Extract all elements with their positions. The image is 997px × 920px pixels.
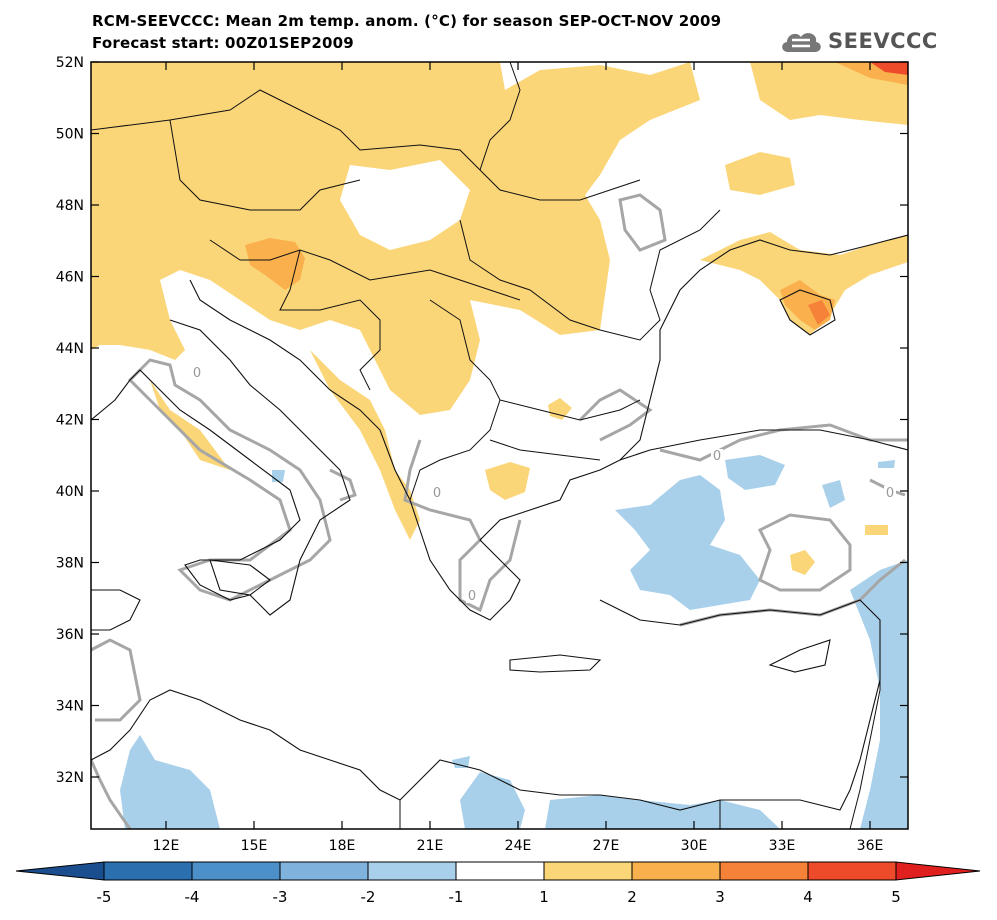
colorbar [15, 861, 981, 881]
colorbar-label: 1 [539, 888, 549, 906]
lon-label: 27E [593, 838, 620, 850]
warm-anomaly-central-europe [91, 62, 700, 415]
warm-anomaly-dalmatia [310, 350, 420, 540]
lon-label: 24E [505, 838, 532, 850]
colorbar-box [279, 861, 369, 881]
longitude-axis: 12E 15E 18E 21E 24E 27E 30E 33E 36E [153, 62, 884, 850]
cold-anomaly-egypt-patch [452, 756, 470, 768]
cold-anomaly-anatolia-north [725, 455, 785, 490]
colorbar-label: 2 [627, 888, 637, 906]
colorbar-box [455, 861, 545, 881]
cloud-icon [782, 33, 821, 52]
logo-text: SEEVCCC [828, 29, 938, 53]
map-fields [91, 62, 908, 829]
colorbar-box [103, 861, 193, 881]
warm-anomaly-chalkidiki [485, 462, 530, 500]
colorbar-label: 4 [803, 888, 813, 906]
colorbar-box [367, 861, 457, 881]
lat-label: 42N [56, 413, 84, 429]
warm-anomaly-crimea-core [808, 300, 830, 325]
contour-label: 0 [713, 449, 721, 464]
colorbar-label: -2 [360, 888, 376, 906]
lat-label: 36N [56, 627, 84, 643]
contour-label: 0 [468, 589, 476, 604]
warm-anomaly-anatolia-east [865, 525, 888, 535]
warm-anomaly-bulgaria-patch [548, 398, 572, 420]
latitude-axis: 52N 50N 48N 46N 44N 42N 40N 38N 36N 34N 32N [56, 55, 908, 786]
lon-label: 36E [857, 838, 884, 850]
lat-label: 32N [56, 770, 84, 786]
cold-anomaly-egypt-east [545, 795, 780, 829]
seevccc-logo: SEEVCCC [778, 26, 938, 56]
lon-label: 21E [417, 838, 444, 850]
contour-label-bg [711, 449, 723, 463]
cold-anomaly-libya-west [120, 735, 220, 829]
colorbar-label: -4 [184, 888, 200, 906]
borders [91, 62, 881, 829]
contour-label-bg [466, 589, 478, 603]
contour-label: 0 [193, 366, 201, 381]
colorbar-max-arrow [895, 861, 981, 881]
contour-label-bg [191, 366, 203, 380]
contour-label-bg [884, 486, 896, 500]
lat-label: 46N [56, 270, 84, 286]
lon-label: 33E [769, 838, 796, 850]
cold-anomaly-east-patch [878, 460, 895, 468]
colorbar-label: -5 [96, 888, 112, 906]
warm-anomaly-anatolia-small [790, 550, 815, 575]
cold-anomaly-egypt [460, 772, 525, 829]
lat-label: 34N [56, 699, 84, 715]
cold-anomaly-sicily-patch [272, 470, 285, 482]
lon-label: 12E [153, 838, 180, 850]
warm-anomaly-alps-core [245, 238, 305, 290]
colorbar-label: 5 [891, 888, 901, 906]
colorbar-box [631, 861, 721, 881]
colorbar-label: -3 [272, 888, 288, 906]
lat-label: 48N [56, 198, 84, 214]
coastlines [91, 234, 908, 811]
lat-label: 44N [56, 341, 84, 357]
lat-label: 50N [56, 127, 84, 143]
lat-label: 40N [56, 484, 84, 500]
temperature-anomaly-map: 52N 50N 48N 46N 44N 42N 40N 38N 36N 34N 32N 12E 15E… [56, 55, 909, 850]
contour-labels: 0 0 0 0 0 [191, 366, 896, 604]
colorbar-box [191, 861, 281, 881]
cold-anomaly-anatolia-west [615, 475, 760, 610]
cold-anomaly-east [850, 560, 908, 829]
lon-label: 30E [681, 838, 708, 850]
cold-anomaly-anatolia-patch [822, 480, 845, 508]
colorbar-box [543, 861, 633, 881]
colorbar-min-arrow [15, 861, 105, 881]
colorbar-box [719, 861, 809, 881]
contour-label: 0 [433, 486, 441, 501]
lon-label: 15E [241, 838, 268, 850]
warm-anomaly-ukraine-patch [725, 152, 795, 195]
warm-anomaly-north-east-core [870, 62, 908, 75]
lat-label: 38N [56, 556, 84, 572]
contour-label-bg [431, 486, 443, 500]
warm-anomaly-north-italy-coast [150, 380, 230, 470]
map-title: RCM-SEEVCCC: Mean 2m temp. anom. (°C) fo… [92, 12, 722, 30]
colorbar-box [807, 861, 897, 881]
colorbar-label: 3 [715, 888, 725, 906]
lon-label: 18E [329, 838, 356, 850]
colorbar-label: -1 [448, 888, 464, 906]
forecast-start-label: Forecast start: 00Z01SEP2009 [92, 34, 354, 52]
warm-anomaly-northeast [750, 62, 908, 125]
contour-label: 0 [886, 486, 894, 501]
map-frame [90, 61, 909, 830]
lat-label: 52N [56, 55, 84, 71]
